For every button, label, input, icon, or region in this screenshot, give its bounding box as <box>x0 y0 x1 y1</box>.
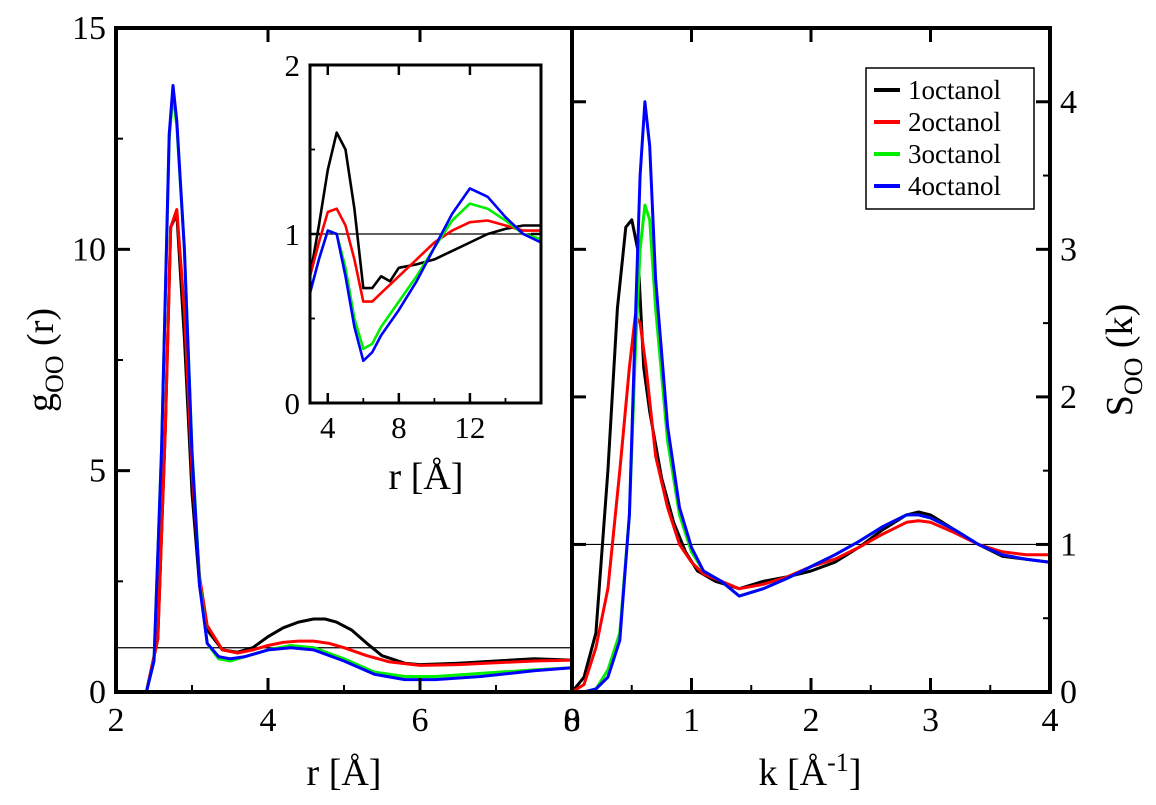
inset-series-1octanol <box>310 131 541 290</box>
left-xtick-label-2: 2 <box>108 702 125 739</box>
left-ylabel: gOO (r) <box>20 308 69 412</box>
inset-series-group <box>310 131 541 363</box>
right-series-4octanol <box>583 100 1050 692</box>
inset-xtick-label-12: 12 <box>454 410 485 445</box>
inset-xlabel: r [Å] <box>389 456 464 498</box>
inset-ytick-label-2: 2 <box>285 48 301 83</box>
left-xtick-label-6: 6 <box>412 702 429 739</box>
left-ytick-label-5: 5 <box>89 453 106 490</box>
inset-series-4octanol <box>310 187 541 363</box>
right-xtick-label-3: 3 <box>922 702 939 739</box>
right-xlabel-tail: ] <box>849 752 862 794</box>
inset-ytick-label-1: 1 <box>285 217 301 252</box>
inset-xtick-label-8: 8 <box>391 410 407 445</box>
inset-ytick-label-0: 0 <box>285 386 301 421</box>
left-xtick-label-8: 8 <box>564 702 581 739</box>
right-series-group <box>572 100 1050 692</box>
left-ylabel-main: g <box>20 393 62 412</box>
right-xtick-label-2: 2 <box>803 702 820 739</box>
left-series-2octanol <box>144 208 572 692</box>
left-xlabel: r [Å] <box>307 752 382 794</box>
right-ytick-label-4: 4 <box>1060 84 1077 121</box>
left-xtick-label-4: 4 <box>260 702 277 739</box>
right-series-1octanol <box>572 218 1050 692</box>
right-xlabel: k [Å-1] <box>759 748 862 794</box>
right-ylabel-sub: OO <box>1119 358 1148 396</box>
right-xtick-label-4: 4 <box>1042 702 1059 739</box>
right-ytick-label-3: 3 <box>1060 231 1077 268</box>
right-ylabel-tail: (k) <box>1099 304 1141 358</box>
left-series-group <box>144 84 572 692</box>
right-ytick-label-1: 1 <box>1060 526 1077 563</box>
left-ylabel-tail: (r) <box>20 308 62 355</box>
right-series-2octanol <box>572 314 1050 692</box>
right-xtick-label-1: 1 <box>683 702 700 739</box>
right-xlabel-main: k [Å <box>759 752 828 794</box>
left-ytick-label-10: 10 <box>72 231 106 268</box>
right-ylabel-main: S <box>1099 395 1141 416</box>
left-ytick-label-0: 0 <box>89 674 106 711</box>
right-ytick-label-2: 2 <box>1060 379 1077 416</box>
right-xtick-label-0: 0 <box>564 702 581 739</box>
inset-xtick-label-4: 4 <box>320 410 336 445</box>
left-series-4octanol <box>144 84 572 692</box>
left-ylabel-sub: OO <box>40 355 69 393</box>
right-xlabel-sup: -1 <box>827 748 849 777</box>
right-ylabel: SOO (k) <box>1099 304 1148 417</box>
left-ytick-label-15: 15 <box>72 10 106 47</box>
legend-label-3octanol: 3octanol <box>908 139 1001 169</box>
legend-label-1octanol: 1octanol <box>908 75 1001 105</box>
inset-series-2octanol <box>310 207 541 303</box>
legend-label-2octanol: 2octanol <box>908 107 1001 137</box>
right-ytick-label-0: 0 <box>1060 674 1077 711</box>
legend-label-4octanol: 4octanol <box>908 171 1001 201</box>
